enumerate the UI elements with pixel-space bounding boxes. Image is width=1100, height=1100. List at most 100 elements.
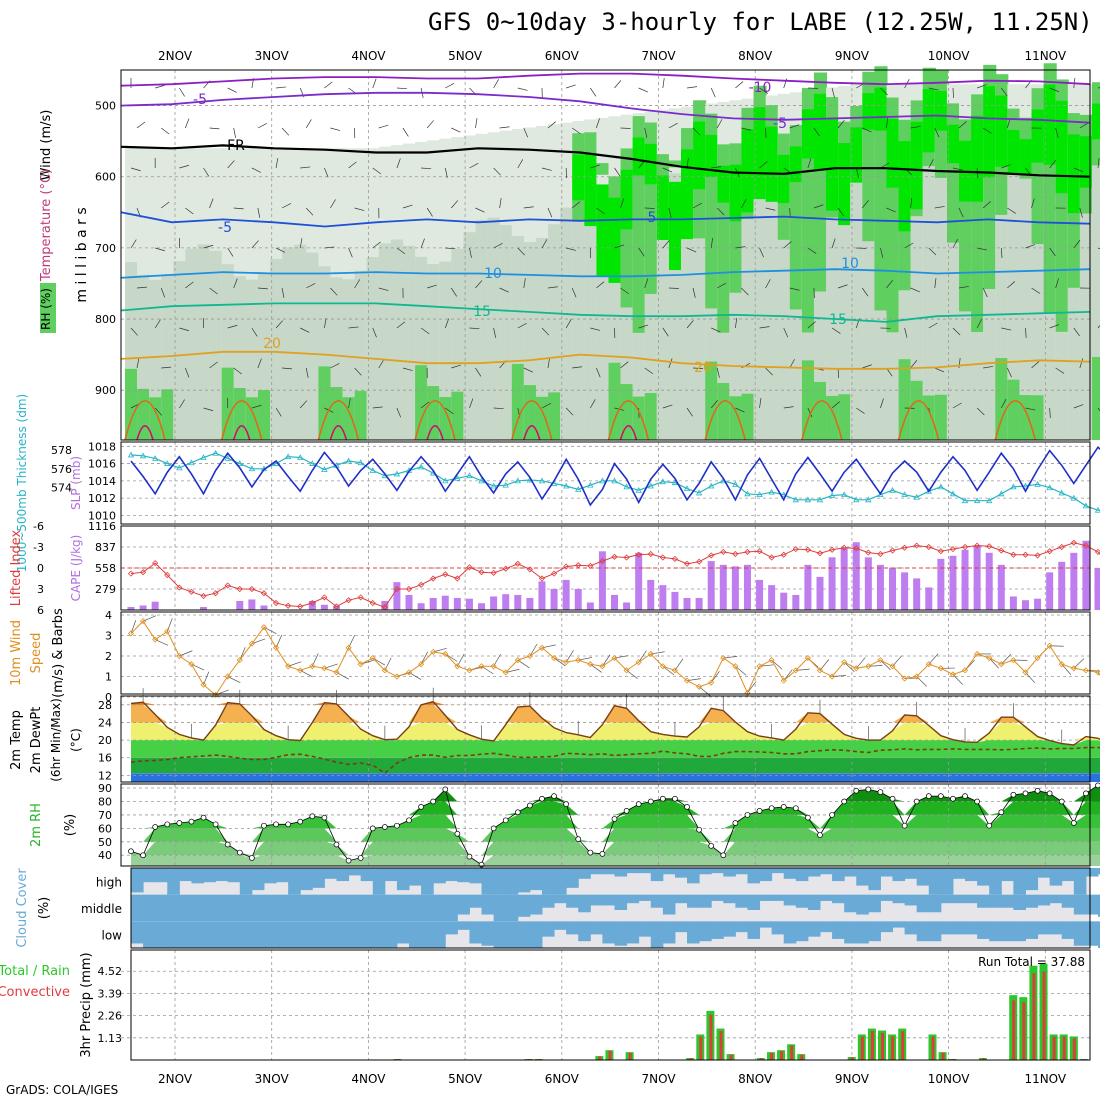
- wind-barb: [662, 78, 665, 89]
- thickness-point: [889, 487, 896, 493]
- date-label-bottom: 6NOV: [545, 1072, 580, 1086]
- rh-point: [430, 798, 437, 805]
- wind-barb-10m: [191, 663, 205, 671]
- rh-shade-boundary: [403, 346, 417, 440]
- dewpt-axis-label: 2m DewPt: [29, 707, 44, 774]
- rh-shade-saturated: [995, 95, 1009, 167]
- cloud-bar: [1061, 868, 1075, 882]
- cloud-bar: [771, 894, 785, 901]
- thickness-point: [828, 492, 836, 498]
- wind-speed-point: [538, 644, 546, 651]
- cloud-bar: [336, 921, 350, 948]
- thickness-point: [647, 482, 654, 489]
- wind-barb: [571, 201, 581, 209]
- rh-point: [672, 795, 678, 802]
- thickness-point: [297, 454, 304, 460]
- rh-point: [889, 795, 896, 802]
- cloud-bar: [457, 921, 470, 930]
- cloud-bar: [650, 868, 664, 882]
- wind-barb: [571, 127, 581, 135]
- cloud-bar: [167, 921, 180, 948]
- rh-shade-saturated: [729, 164, 743, 222]
- cloud-bar: [215, 868, 229, 882]
- wind-barb: [378, 287, 389, 291]
- thickness-point: [804, 496, 812, 503]
- wind-speed-point: [418, 661, 425, 668]
- wind-barb: [155, 84, 165, 89]
- thickness-point: [345, 457, 352, 464]
- rh-point: [599, 851, 606, 857]
- wind-barb-10m: [445, 653, 458, 662]
- cape-bar: [623, 602, 631, 610]
- thickness-point: [973, 497, 981, 504]
- cloud-bar: [372, 868, 386, 895]
- thickness-point: [284, 453, 292, 460]
- cape-bar: [985, 552, 993, 610]
- wind-barb: [862, 127, 872, 133]
- precip-conv-bar: [800, 1054, 804, 1060]
- rh-tick-label: 60: [98, 822, 112, 835]
- rh-shade-boundary: [826, 395, 840, 440]
- li-point: [1010, 551, 1017, 558]
- wind-barb-10m: [481, 665, 494, 675]
- cloud-bar: [203, 921, 217, 948]
- li-tick-label: -6: [33, 520, 44, 533]
- li-point: [744, 548, 751, 555]
- wind-barb: [590, 327, 601, 331]
- thickness-point: [768, 488, 775, 495]
- rh-shade-boundary: [294, 340, 308, 440]
- thickness-point: [127, 451, 135, 458]
- wind-barb: [547, 207, 553, 218]
- rh-point: [901, 822, 908, 829]
- cloud-bar: [940, 868, 954, 895]
- cloud-bar: [989, 921, 1002, 942]
- rh-point: [1034, 787, 1041, 794]
- rh-tick-label: 50: [98, 836, 112, 849]
- wind-barb: [910, 360, 918, 369]
- rh-shade-saturated: [813, 93, 828, 171]
- li-point: [164, 571, 171, 579]
- rh-point: [720, 852, 727, 859]
- wind-speed-point: [478, 663, 485, 670]
- rh-band: [131, 828, 1100, 842]
- wind-barb: [209, 361, 218, 369]
- cape-bar: [248, 599, 256, 610]
- cloud-bar: [1085, 894, 1099, 915]
- thickness-point: [151, 455, 159, 461]
- wind-barb: [644, 127, 648, 138]
- wind-barb-10m: [626, 670, 638, 680]
- rh-point: [623, 808, 630, 814]
- wind-barb: [644, 278, 649, 289]
- rh-shade-saturated: [620, 169, 634, 230]
- cloud-bar: [747, 894, 761, 910]
- cloud-bar: [360, 868, 374, 882]
- rh-shade-boundary: [874, 341, 888, 440]
- wind-barb: [330, 199, 336, 209]
- cloud-bar: [965, 921, 978, 935]
- rh-shade-saturated: [572, 154, 586, 201]
- wind-barb: [426, 120, 434, 129]
- wind-barb: [1031, 361, 1040, 369]
- wind-speed-point: [127, 630, 135, 637]
- thickness-point: [659, 478, 667, 485]
- temp-tick-label: 20: [98, 734, 112, 747]
- wind-barb: [668, 358, 673, 369]
- wind-barb: [566, 247, 576, 251]
- wind-barb: [686, 86, 697, 89]
- cloud-bar: [1025, 868, 1039, 891]
- temp-unit-label: (°C): [69, 728, 83, 752]
- wind-barb: [807, 247, 817, 254]
- cloud-bar: [324, 894, 337, 922]
- wind-barb: [590, 164, 600, 169]
- date-label-bottom: 5NOV: [448, 1072, 483, 1086]
- cloud-bar: [421, 868, 434, 895]
- cloud-bar: [747, 868, 761, 884]
- upper-air-panel: [120, 69, 1091, 441]
- wind-tick-label: 0: [105, 691, 112, 704]
- wind-barb-10m: [372, 657, 386, 666]
- wind-barb-10m: [336, 672, 349, 680]
- wind-barb: [160, 287, 166, 298]
- wind-barb: [257, 207, 261, 218]
- rh-shade-boundary: [693, 344, 707, 440]
- rh-band: [131, 814, 1100, 829]
